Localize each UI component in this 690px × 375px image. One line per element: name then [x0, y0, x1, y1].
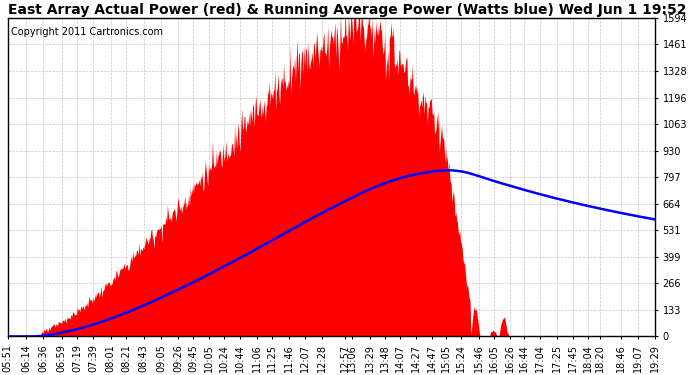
- Text: Copyright 2011 Cartronics.com: Copyright 2011 Cartronics.com: [11, 27, 163, 38]
- Text: East Array Actual Power (red) & Running Average Power (Watts blue) Wed Jun 1 19:: East Array Actual Power (red) & Running …: [8, 3, 687, 17]
